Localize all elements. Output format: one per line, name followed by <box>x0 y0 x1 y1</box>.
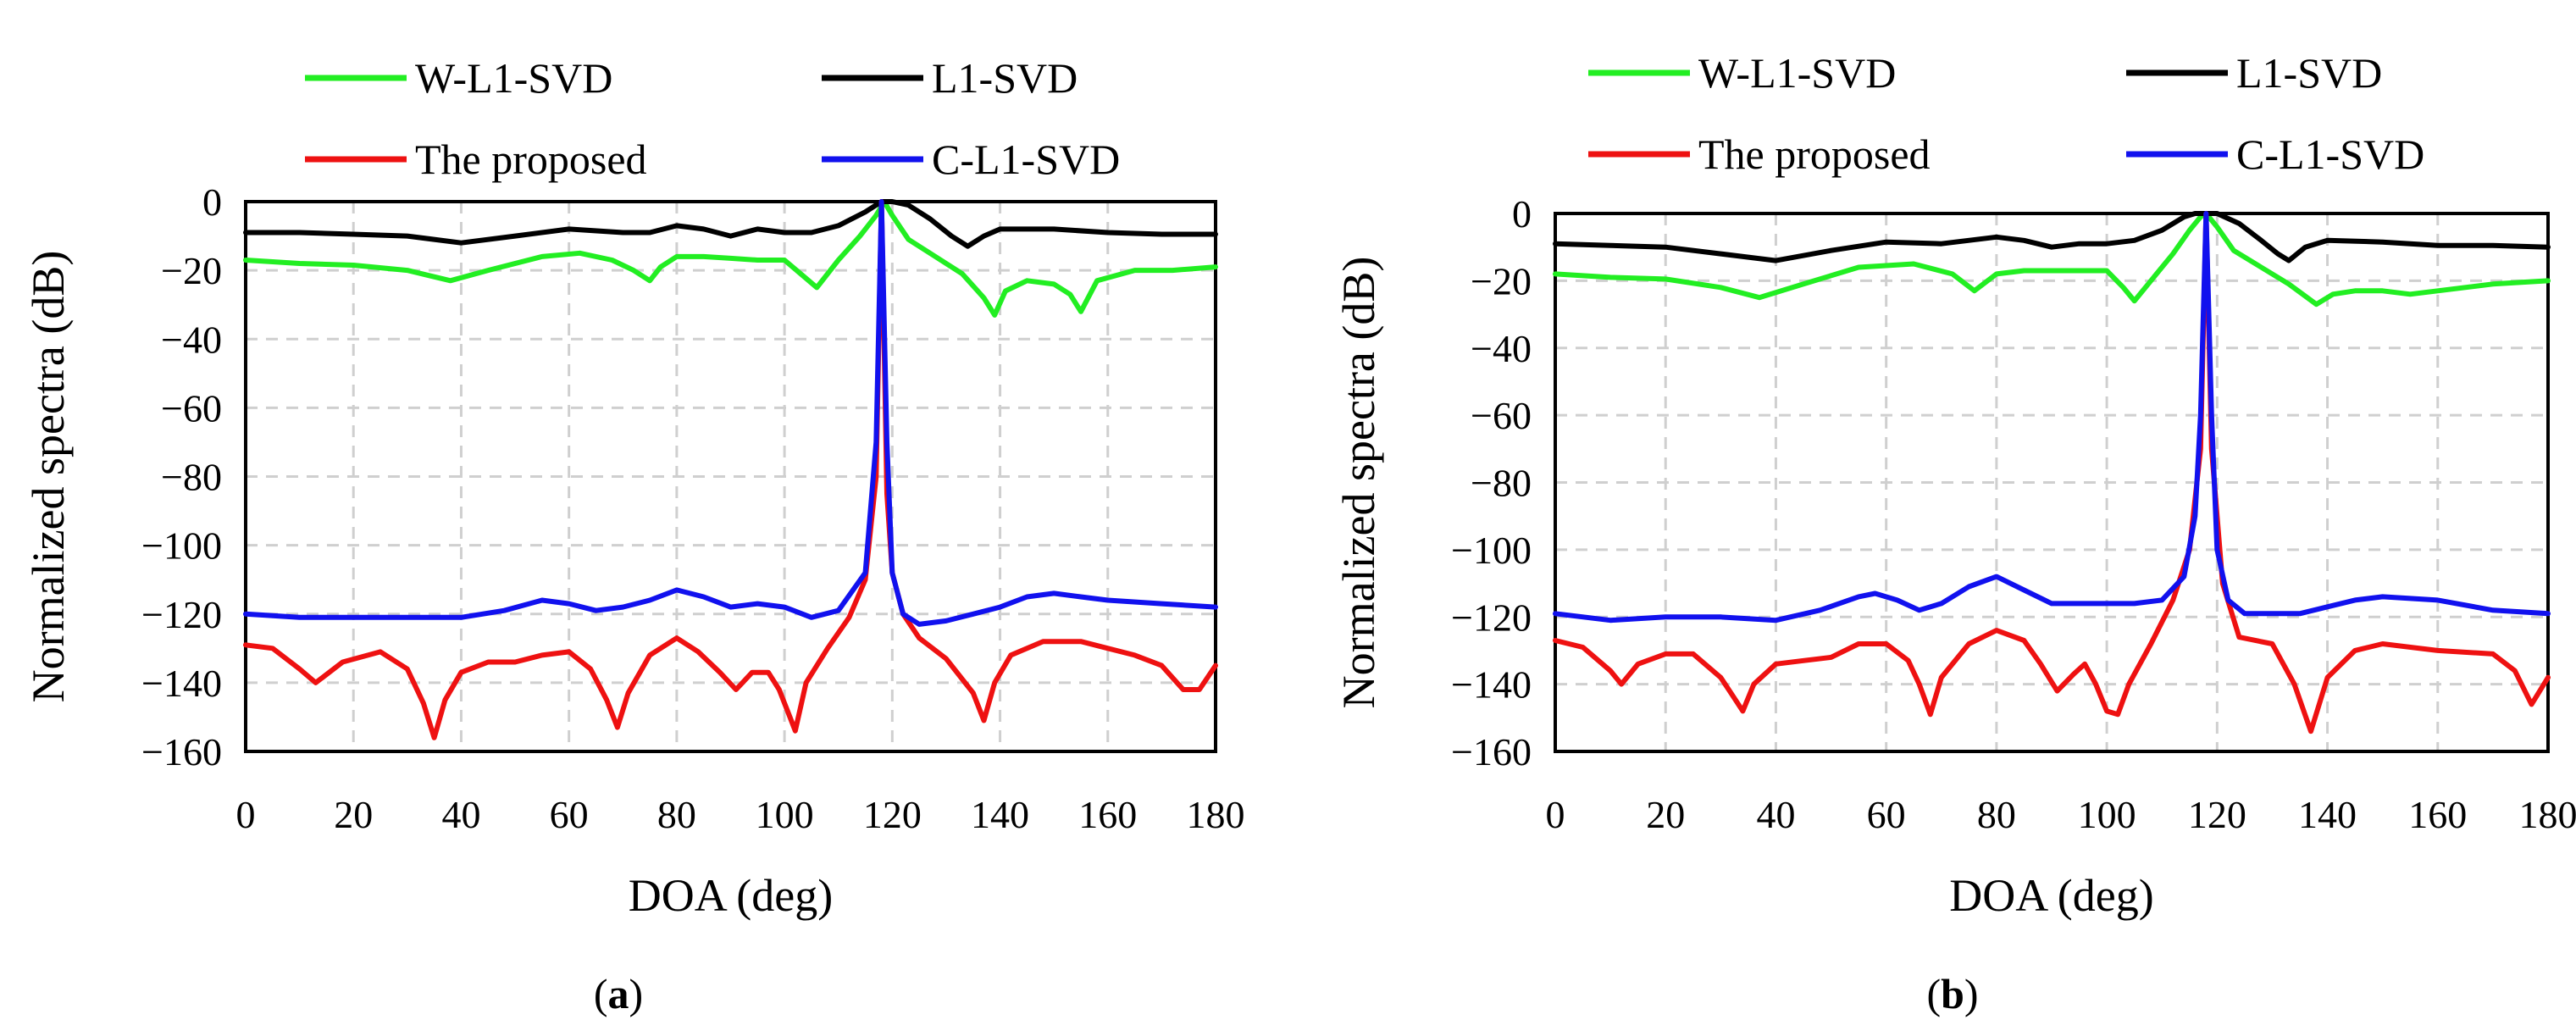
x-tick-label: 20 <box>334 793 373 836</box>
plot-area-frame <box>1554 212 2550 753</box>
caption-open: ( <box>1926 970 1941 1017</box>
panel-caption: (b) <box>1926 970 1978 1017</box>
y-tick-label: −140 <box>141 662 222 705</box>
legend: W-L1-SVD L1-SVD The proposed C-L1-SVD <box>1588 49 2424 178</box>
x-tick-label: 60 <box>1867 793 1906 836</box>
y-tick-label: −40 <box>161 318 222 361</box>
x-tick-label: 140 <box>2298 793 2357 836</box>
x-tick-label: 0 <box>1546 793 1565 836</box>
gridlines <box>246 202 1216 751</box>
x-tick-label: 0 <box>236 793 256 836</box>
panel-caption: (a) <box>594 970 643 1017</box>
y-tick-label: −100 <box>1451 529 1532 572</box>
x-tick-label: 20 <box>1646 793 1685 836</box>
x-tick-label: 120 <box>2188 793 2246 836</box>
x-tick-label: 80 <box>657 793 696 836</box>
x-tick-label: 160 <box>2408 793 2467 836</box>
x-tick-label: 120 <box>863 793 922 836</box>
chart-panel-b: 0 20 40 60 80 100 120 140 160 180 0 −20 −40 −60 −80 −10… <box>1333 49 2576 1017</box>
y-tick-label: −120 <box>141 593 222 636</box>
y-tick-label: −80 <box>1471 462 1532 505</box>
series-line-the-proposed <box>243 199 1218 740</box>
y-tick-label: −80 <box>161 456 222 499</box>
x-tick-label: 160 <box>1078 793 1137 836</box>
y-tick-label: −40 <box>1471 327 1532 370</box>
y-tick-label: 0 <box>202 180 222 224</box>
x-tick-label: 40 <box>441 793 480 836</box>
legend-label: The proposed <box>1698 130 1931 178</box>
x-axis-label: DOA (deg) <box>1949 870 2153 921</box>
series-line-c-l1-svd <box>243 199 1218 627</box>
series-line-l1-svd <box>243 199 1218 249</box>
x-tick-label: 80 <box>1977 793 2016 836</box>
y-tick-label: −120 <box>1451 596 1532 639</box>
series-line-w-l1-svd <box>243 199 1218 318</box>
caption-letter: a <box>608 970 629 1017</box>
y-tick-label: 0 <box>1512 192 1532 236</box>
legend-label: The proposed <box>415 136 647 183</box>
series-line-the-proposed <box>1553 211 2551 734</box>
legend-label: W-L1-SVD <box>415 54 612 102</box>
caption-open: ( <box>594 970 608 1017</box>
y-tick-label: −160 <box>1451 730 1532 773</box>
x-tick-label: 100 <box>2078 793 2136 836</box>
y-tick-label: −60 <box>161 386 222 430</box>
x-tick-label: 40 <box>1756 793 1795 836</box>
series-line-l1-svd <box>1553 211 2551 263</box>
y-tick-label: −100 <box>141 524 222 568</box>
legend-label: W-L1-SVD <box>1698 49 1896 97</box>
x-tick-label: 140 <box>971 793 1029 836</box>
legend-label: C-L1-SVD <box>2236 130 2424 178</box>
y-axis-label: Normalized spectra (dB) <box>23 251 74 703</box>
plot-area-frame <box>244 200 1217 753</box>
legend-label: C-L1-SVD <box>932 136 1120 183</box>
series-line-c-l1-svd <box>1553 211 2551 624</box>
legend-label: L1-SVD <box>2236 49 2382 97</box>
legend-label: L1-SVD <box>932 54 1077 102</box>
series-line-w-l1-svd <box>1553 211 2551 308</box>
y-axis-label: Normalized spectra (dB) <box>1333 257 1384 709</box>
y-tick-label: −20 <box>1471 259 1532 302</box>
x-tick-label: 180 <box>1187 793 1245 836</box>
caption-close: ) <box>1964 970 1979 1017</box>
y-tick-label: −160 <box>141 730 222 773</box>
legend: W-L1-SVD L1-SVD The proposed C-L1-SVD <box>305 54 1120 183</box>
caption-letter: b <box>1941 970 1964 1017</box>
x-axis-label: DOA (deg) <box>629 870 833 921</box>
caption-close: ) <box>629 970 644 1017</box>
y-tick-label: −20 <box>161 249 222 292</box>
x-tick-label: 180 <box>2519 793 2576 836</box>
y-tick-label: −140 <box>1451 663 1532 707</box>
y-tick-label: −60 <box>1471 394 1532 437</box>
chart-panel-a: 0 20 40 60 80 100 120 140 160 180 0 −20 −40 −60 −80 −10… <box>23 54 1245 1017</box>
x-tick-label: 60 <box>550 793 589 836</box>
x-tick-label: 100 <box>756 793 814 836</box>
